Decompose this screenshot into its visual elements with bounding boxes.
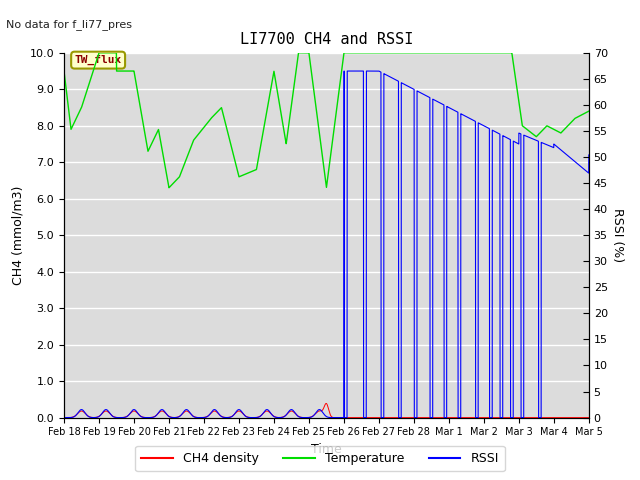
Legend: CH4 density, Temperature, RSSI: CH4 density, Temperature, RSSI <box>135 446 505 471</box>
Title: LI7700 CH4 and RSSI: LI7700 CH4 and RSSI <box>240 33 413 48</box>
Y-axis label: RSSI (%): RSSI (%) <box>611 208 625 262</box>
Text: No data for f_li77_pres: No data for f_li77_pres <box>6 19 132 30</box>
Text: TW_flux: TW_flux <box>74 55 122 65</box>
Y-axis label: CH4 (mmol/m3): CH4 (mmol/m3) <box>11 185 24 285</box>
X-axis label: Time: Time <box>311 443 342 456</box>
